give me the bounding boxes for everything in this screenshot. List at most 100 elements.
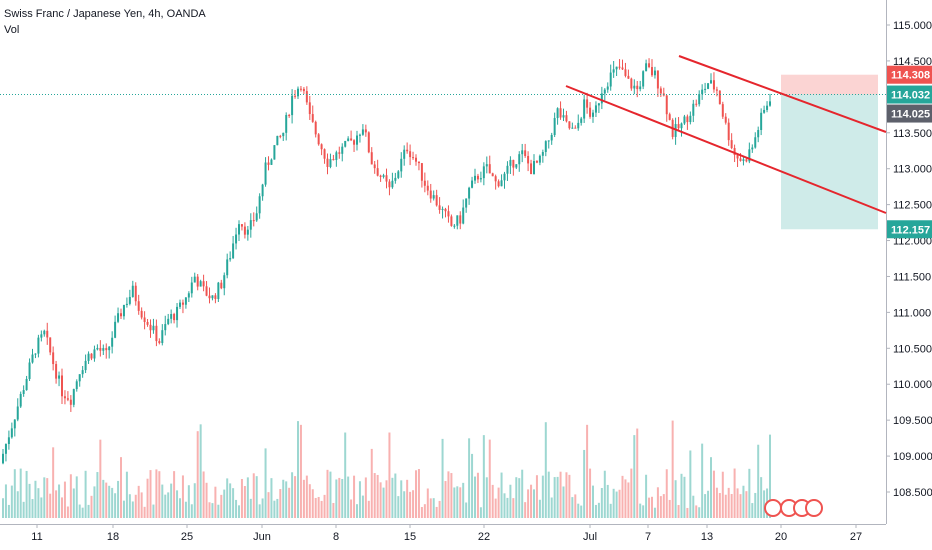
price-tag: 114.032 (887, 85, 932, 104)
candle-body (111, 337, 114, 347)
volume-bar (255, 476, 258, 518)
x-tick-label: 22 (478, 531, 490, 543)
volume-bar (503, 493, 506, 518)
candle-body (164, 324, 167, 331)
candle-body (285, 114, 288, 133)
candle-body (220, 282, 223, 289)
volume-bar (187, 485, 190, 518)
candle-body (385, 175, 388, 182)
event-icon[interactable] (805, 499, 823, 517)
candle-body (645, 63, 648, 72)
volume-bar (456, 486, 459, 518)
candle-body (574, 127, 577, 129)
volume-bar (347, 476, 350, 518)
candle-body (326, 158, 329, 167)
volume-bar (285, 481, 288, 518)
candle-body (606, 86, 609, 90)
candle-body (441, 208, 444, 210)
x-tick-label: 18 (107, 531, 119, 543)
candle-body (267, 162, 270, 165)
candle-body (134, 285, 137, 302)
candle-body (137, 301, 140, 311)
price-tag-bg (887, 85, 932, 104)
candle-body (125, 303, 128, 306)
volume-bar (751, 503, 754, 518)
volume-bar (583, 449, 586, 518)
volume-bar (724, 494, 727, 518)
volume-bar (58, 484, 61, 518)
candle-body (249, 220, 252, 230)
candle-body (217, 282, 220, 299)
candle-body (196, 276, 199, 287)
candle-body (524, 150, 527, 156)
event-icon[interactable] (764, 499, 782, 517)
candle-body (282, 132, 285, 137)
candle-body (96, 347, 99, 350)
candle-body (538, 155, 541, 163)
volume-bar (249, 498, 252, 518)
candle-body (659, 88, 662, 94)
stop-loss-zone[interactable] (781, 74, 878, 95)
volume-bar (137, 485, 140, 518)
volume-bar (143, 506, 146, 518)
candle-body (453, 225, 456, 227)
volume-bar (444, 481, 447, 518)
candles (2, 58, 771, 465)
candle-body (530, 163, 533, 175)
volume-bar (376, 474, 379, 518)
candle-body (335, 152, 338, 160)
volume-bar (311, 489, 314, 518)
candle-body (4, 444, 7, 454)
candle-body (733, 148, 736, 155)
chart-legend: Swiss Franc / Japanese Yen, 4h, OANDA Vo… (4, 6, 206, 38)
volume-bar (149, 470, 152, 518)
candle-body (400, 158, 403, 172)
candle-body (556, 108, 559, 119)
candle-body (603, 89, 606, 94)
volume-bar (243, 486, 246, 518)
candle-body (388, 181, 391, 188)
candle-body (406, 149, 409, 152)
take-profit-zone[interactable] (781, 94, 878, 230)
candle-body (544, 141, 547, 153)
candle-body (28, 362, 31, 379)
candle-body (261, 184, 264, 197)
price-tag: 114.308 (887, 65, 932, 84)
candle-body (479, 178, 482, 180)
volume-bar (665, 469, 668, 518)
candle-body (651, 67, 653, 76)
candle-body (288, 114, 291, 116)
volume-bar (754, 492, 757, 518)
channel-lower-line[interactable] (565, 85, 887, 214)
candle-body (586, 99, 589, 108)
candle-body (394, 177, 397, 181)
volume-bar (612, 488, 615, 518)
volume-bar (90, 495, 93, 518)
volume-bar (179, 498, 181, 518)
candle-body (193, 276, 196, 283)
volume-bar (220, 494, 223, 518)
volume-bar (217, 504, 220, 518)
candle-body (423, 180, 426, 186)
volume-bar (122, 500, 125, 518)
volume-bar (544, 422, 547, 518)
candle-body (769, 101, 771, 106)
candle-body (565, 115, 568, 122)
candle-body (72, 389, 75, 405)
volume-bar (373, 473, 376, 518)
volume-bar (423, 504, 426, 518)
candle-body (299, 88, 302, 90)
candle-body (698, 94, 701, 105)
candle-body (181, 302, 184, 305)
candle-body (707, 83, 710, 89)
volume-bar (736, 488, 739, 518)
events-markers[interactable] (764, 499, 823, 517)
volume-bar (748, 468, 751, 518)
candle-body (311, 114, 314, 122)
volume-bar (630, 468, 633, 518)
candle-body (751, 147, 754, 150)
channel-upper-line[interactable] (678, 55, 887, 133)
candle-body (739, 158, 742, 161)
candle-body (533, 161, 535, 175)
